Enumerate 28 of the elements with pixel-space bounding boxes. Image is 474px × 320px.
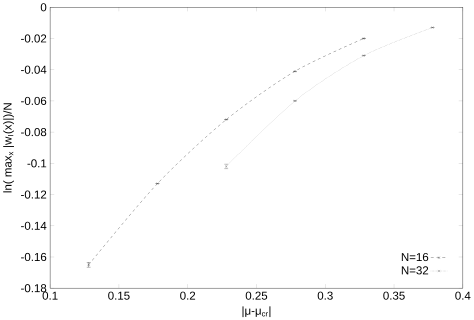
point — [362, 37, 366, 40]
y-tick-label: -0.12 — [21, 190, 46, 198]
y-tick-label: -0.1 — [27, 159, 46, 168]
point — [156, 182, 159, 185]
x-tick-label: 0.4 — [455, 291, 470, 300]
point — [362, 54, 366, 57]
y-tick-label: -0.02 — [21, 34, 46, 42]
x-tick-label: 0.25 — [246, 291, 268, 300]
point — [224, 118, 228, 121]
y-axis-title: ln( max$_{x}$ |w$_{I}$(x)|)/N — [3, 103, 14, 192]
y-tick-label: -0.18 — [21, 284, 46, 292]
y-tick-label: -0.04 — [21, 66, 46, 74]
y-tick-label: -0.08 — [21, 128, 46, 136]
x-tick-label: 0.35 — [383, 291, 405, 300]
y-tick-label: -0.16 — [21, 252, 46, 261]
point — [294, 100, 296, 102]
point — [431, 26, 434, 29]
y-tick-label: -0.06 — [21, 96, 46, 105]
x-axis-title: |μ-μ$_{cr}$| — [242, 306, 270, 317]
x-tick-label: 0.3 — [318, 291, 333, 300]
x-tick-label: 0.15 — [108, 291, 130, 300]
x-tick-label: 0.1 — [42, 291, 58, 300]
point — [294, 70, 296, 72]
y-tick-label: 0 — [40, 3, 46, 12]
x-tick-label: 0.2 — [180, 291, 196, 300]
legend-label: N=16 — [402, 252, 428, 261]
legend-label: N=32 — [402, 266, 428, 274]
y-tick-label: -0.14 — [21, 222, 46, 230]
